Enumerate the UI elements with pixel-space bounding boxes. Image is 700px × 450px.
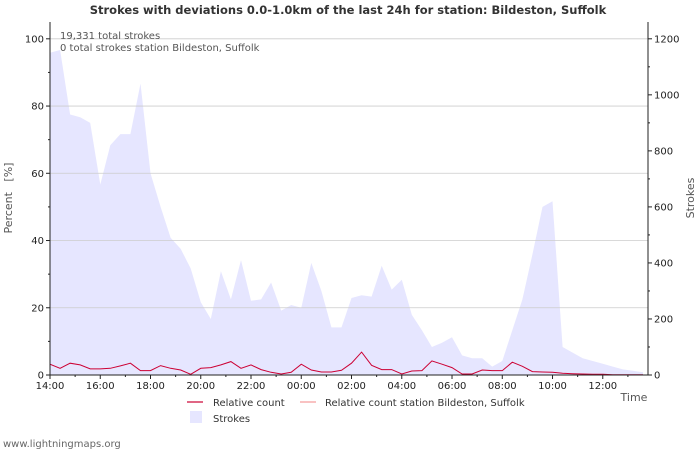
y-right-tick-label: 0 <box>654 371 660 382</box>
y-axis-right-title: Strokes <box>684 177 697 218</box>
x-tick-label: 12:00 <box>588 381 617 392</box>
y-left-tick-label: 0 <box>38 371 44 382</box>
annotation-station-strokes: 0 total strokes station Bildeston, Suffo… <box>60 43 260 54</box>
legend-label-strokes: Strokes <box>213 414 250 425</box>
annotation-total-strokes: 19,331 total strokes <box>60 31 160 42</box>
x-tick-label: 16:00 <box>86 381 115 392</box>
legend: Relative count Relative count station Bi… <box>187 398 525 425</box>
chart-title: Strokes with deviations 0.0-1.0km of the… <box>90 3 607 17</box>
y-left-tick-label: 100 <box>25 34 44 45</box>
grid-layer <box>50 38 648 309</box>
y-left-tick-label: 20 <box>31 303 44 314</box>
y-right-tick-label: 400 <box>654 258 673 269</box>
x-tick-label: 22:00 <box>237 381 266 392</box>
y-right-tick-label: 1200 <box>654 34 679 45</box>
y-axis-left-title: Percent [%] <box>2 163 15 234</box>
relative-count-layer <box>50 351 643 375</box>
x-tick-label: 02:00 <box>337 381 366 392</box>
y-right-tick-label: 600 <box>654 202 673 213</box>
strokes-area <box>50 50 643 375</box>
strokes-area-layer <box>50 50 643 375</box>
x-tick-label: 20:00 <box>186 381 215 392</box>
footer-credit: www.lightningmaps.org <box>3 439 121 450</box>
x-tick-label: 08:00 <box>488 381 517 392</box>
relative-count-line <box>50 351 643 375</box>
x-tick-label: 06:00 <box>438 381 467 392</box>
y-right-tick-label: 200 <box>654 314 673 325</box>
x-axis-title: Time <box>620 391 648 404</box>
x-tick-label: 18:00 <box>136 381 165 392</box>
x-tick-label: 00:00 <box>287 381 316 392</box>
legend-swatch-strokes <box>190 411 202 423</box>
y-left-tick-label: 40 <box>31 236 44 247</box>
y-left-tick-label: 80 <box>31 102 44 113</box>
legend-label-relative-count-station: Relative count station Bildeston, Suffol… <box>325 398 525 409</box>
y-right-tick-label: 1000 <box>654 90 679 101</box>
y-right-tick-label: 800 <box>654 146 673 157</box>
x-tick-label: 04:00 <box>387 381 416 392</box>
legend-label-relative-count: Relative count <box>213 398 285 409</box>
x-tick-label: 14:00 <box>36 381 65 392</box>
y-left-tick-label: 60 <box>31 169 44 180</box>
x-tick-label: 10:00 <box>538 381 567 392</box>
